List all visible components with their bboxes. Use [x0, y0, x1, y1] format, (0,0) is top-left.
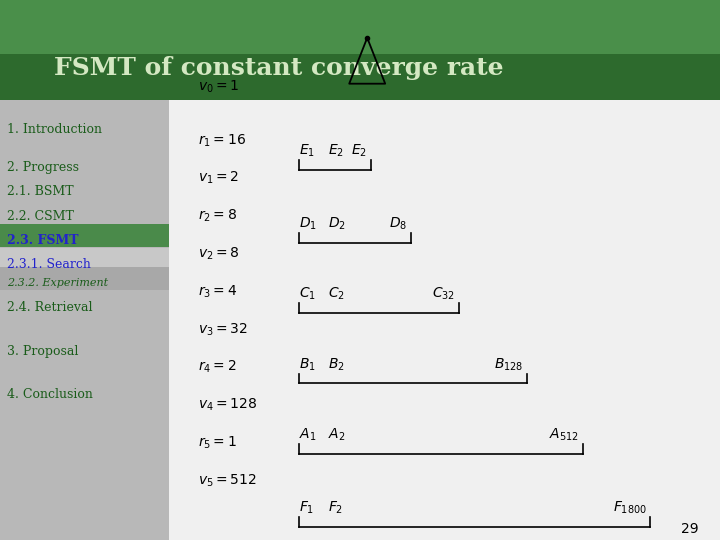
Text: 2.4. Retrieval: 2.4. Retrieval [7, 301, 93, 314]
Text: $v_{2}= 8$: $v_{2}= 8$ [198, 246, 240, 262]
Text: 2.3.2. Experiment: 2.3.2. Experiment [7, 279, 108, 288]
Text: $D_{2}$: $D_{2}$ [328, 216, 346, 232]
Bar [0, 0, 720, 100]
Text: $E_{2}$: $E_{2}$ [351, 143, 367, 159]
Text: 2. Progress: 2. Progress [7, 161, 79, 174]
Bar [0, 0, 720, 54]
Text: 2.3. FSMT: 2.3. FSMT [7, 234, 78, 247]
Text: 29: 29 [681, 522, 698, 536]
Text: $B_{128}$: $B_{128}$ [494, 356, 523, 373]
Text: $F_{1800}$: $F_{1800}$ [613, 500, 647, 516]
Text: $r_{1}= 16$: $r_{1}= 16$ [198, 132, 246, 149]
Bar [0, 224, 169, 247]
Text: $v_{3}= 32$: $v_{3}= 32$ [198, 321, 248, 338]
Text: 1. Introduction: 1. Introduction [7, 123, 102, 136]
Text: 3. Proposal: 3. Proposal [7, 345, 78, 357]
Text: $r_{4}= 2$: $r_{4}= 2$ [198, 359, 237, 375]
Text: $F_{2}$: $F_{2}$ [328, 500, 343, 516]
Text: $r_{5}= 1$: $r_{5}= 1$ [198, 435, 237, 451]
Text: $v_{4}= 128$: $v_{4}= 128$ [198, 397, 258, 413]
Text: $r_{3}= 4$: $r_{3}= 4$ [198, 284, 238, 300]
Text: 2.2. CSMT: 2.2. CSMT [7, 210, 74, 222]
Text: $E_{1}$: $E_{1}$ [299, 143, 315, 159]
Text: $D_{8}$: $D_{8}$ [389, 216, 407, 232]
Text: FSMT of constant converge rate: FSMT of constant converge rate [54, 56, 503, 79]
Text: $E_{2}$: $E_{2}$ [328, 143, 343, 159]
Text: $v_{5}= 512$: $v_{5}= 512$ [198, 472, 257, 489]
Text: $A_{1}$: $A_{1}$ [299, 427, 316, 443]
Text: $v_{1}= 2$: $v_{1}= 2$ [198, 170, 239, 186]
Text: $v_{0}=1$: $v_{0}=1$ [198, 78, 240, 94]
Text: 4. Conclusion: 4. Conclusion [7, 388, 93, 401]
Bar [0, 248, 169, 271]
Text: $A_{2}$: $A_{2}$ [328, 427, 345, 443]
Bar [0, 267, 169, 290]
Text: 2.3.1. Search: 2.3.1. Search [7, 258, 91, 271]
Text: $C_{1}$: $C_{1}$ [299, 286, 316, 302]
Bar [0, 100, 169, 540]
Text: $F_{1}$: $F_{1}$ [299, 500, 314, 516]
Text: $D_{1}$: $D_{1}$ [299, 216, 317, 232]
Text: $B_{2}$: $B_{2}$ [328, 356, 344, 373]
Text: $r_{2}= 8$: $r_{2}= 8$ [198, 208, 238, 224]
Text: $B_{1}$: $B_{1}$ [299, 356, 315, 373]
Text: $A_{512}$: $A_{512}$ [549, 427, 579, 443]
Text: $C_{32}$: $C_{32}$ [432, 286, 455, 302]
Text: 2.1. BSMT: 2.1. BSMT [7, 185, 74, 198]
Text: $C_{2}$: $C_{2}$ [328, 286, 344, 302]
